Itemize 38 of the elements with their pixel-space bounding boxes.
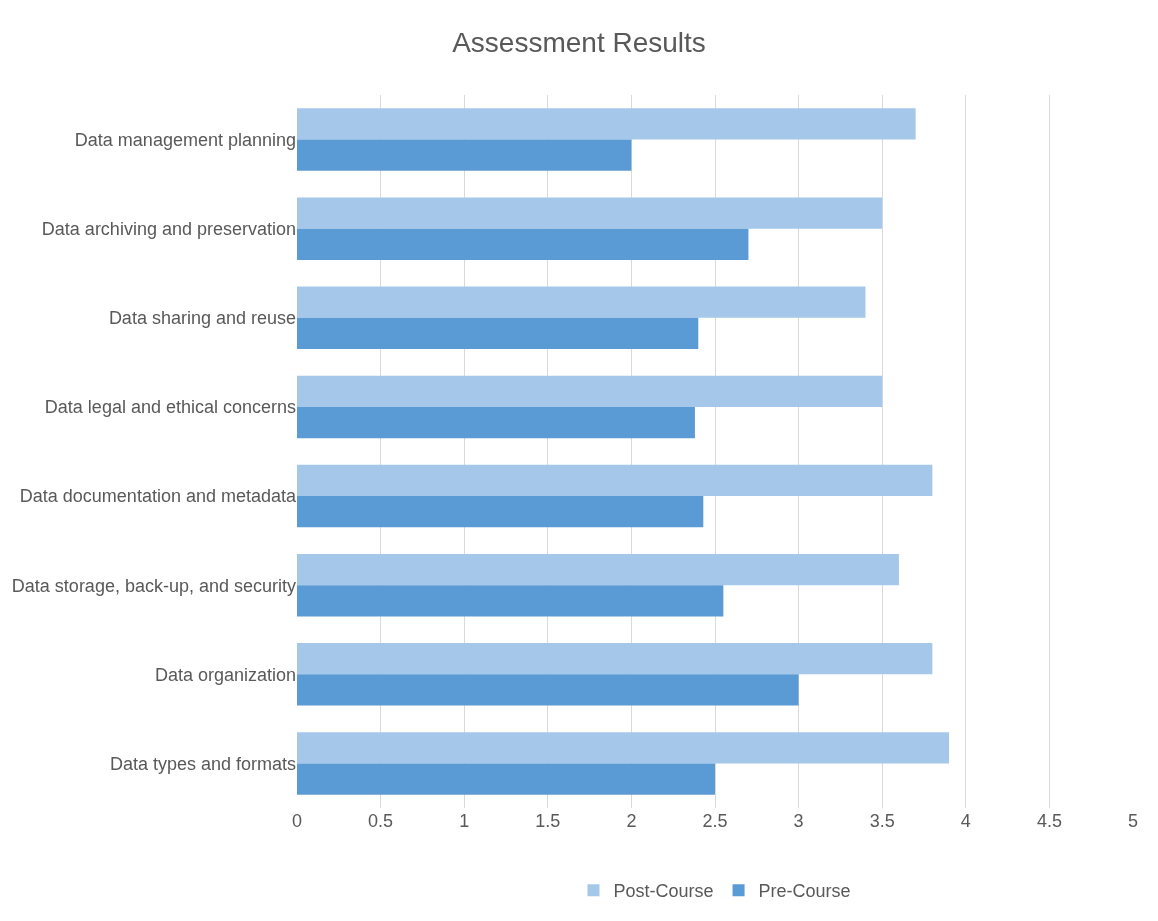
x-tick-label: 0.5 — [368, 811, 394, 831]
bar — [297, 496, 704, 528]
bar — [297, 286, 866, 318]
bar — [297, 553, 899, 586]
y-tick-label: Data types and formats — [109, 753, 296, 774]
bar — [297, 375, 883, 407]
y-tick-label: Data sharing and reuse — [108, 308, 296, 329]
bar — [297, 763, 715, 795]
bar — [297, 732, 950, 764]
x-tick-label: 3 — [793, 811, 804, 831]
chart-title: Assessment Results — [452, 26, 706, 58]
bar — [297, 585, 724, 617]
y-tick-label: Data legal and ethical concerns — [44, 397, 296, 418]
bar — [297, 643, 933, 675]
x-tick-label: 0 — [291, 811, 303, 831]
bar — [297, 674, 799, 706]
y-tick-label: Data archiving and preservation — [41, 218, 296, 239]
bar — [297, 139, 632, 171]
legend-label: Post-Course — [613, 881, 714, 902]
y-tick-label: Data management planning — [74, 129, 296, 150]
bar — [297, 228, 749, 260]
x-tick-label: 4.5 — [1036, 811, 1062, 831]
bar — [297, 108, 916, 140]
x-tick-label: 3.5 — [869, 811, 895, 831]
bar — [297, 406, 695, 439]
x-tick-label: 4 — [960, 811, 971, 831]
x-tick-label: 2 — [626, 811, 637, 831]
legend-label: Pre-Course — [758, 881, 851, 902]
bar — [297, 197, 883, 229]
y-tick-label: Data documentation and metadata — [19, 486, 297, 507]
bar — [297, 464, 933, 497]
y-tick-label: Data storage, back-up, and security — [11, 575, 296, 596]
y-tick-label: Data organization — [154, 664, 296, 685]
bar — [297, 317, 699, 350]
x-tick-label: 5 — [1127, 811, 1139, 831]
x-tick-label: 1.5 — [535, 811, 561, 831]
x-tick-label: 1 — [459, 811, 470, 831]
x-tick-label: 2.5 — [702, 811, 728, 831]
